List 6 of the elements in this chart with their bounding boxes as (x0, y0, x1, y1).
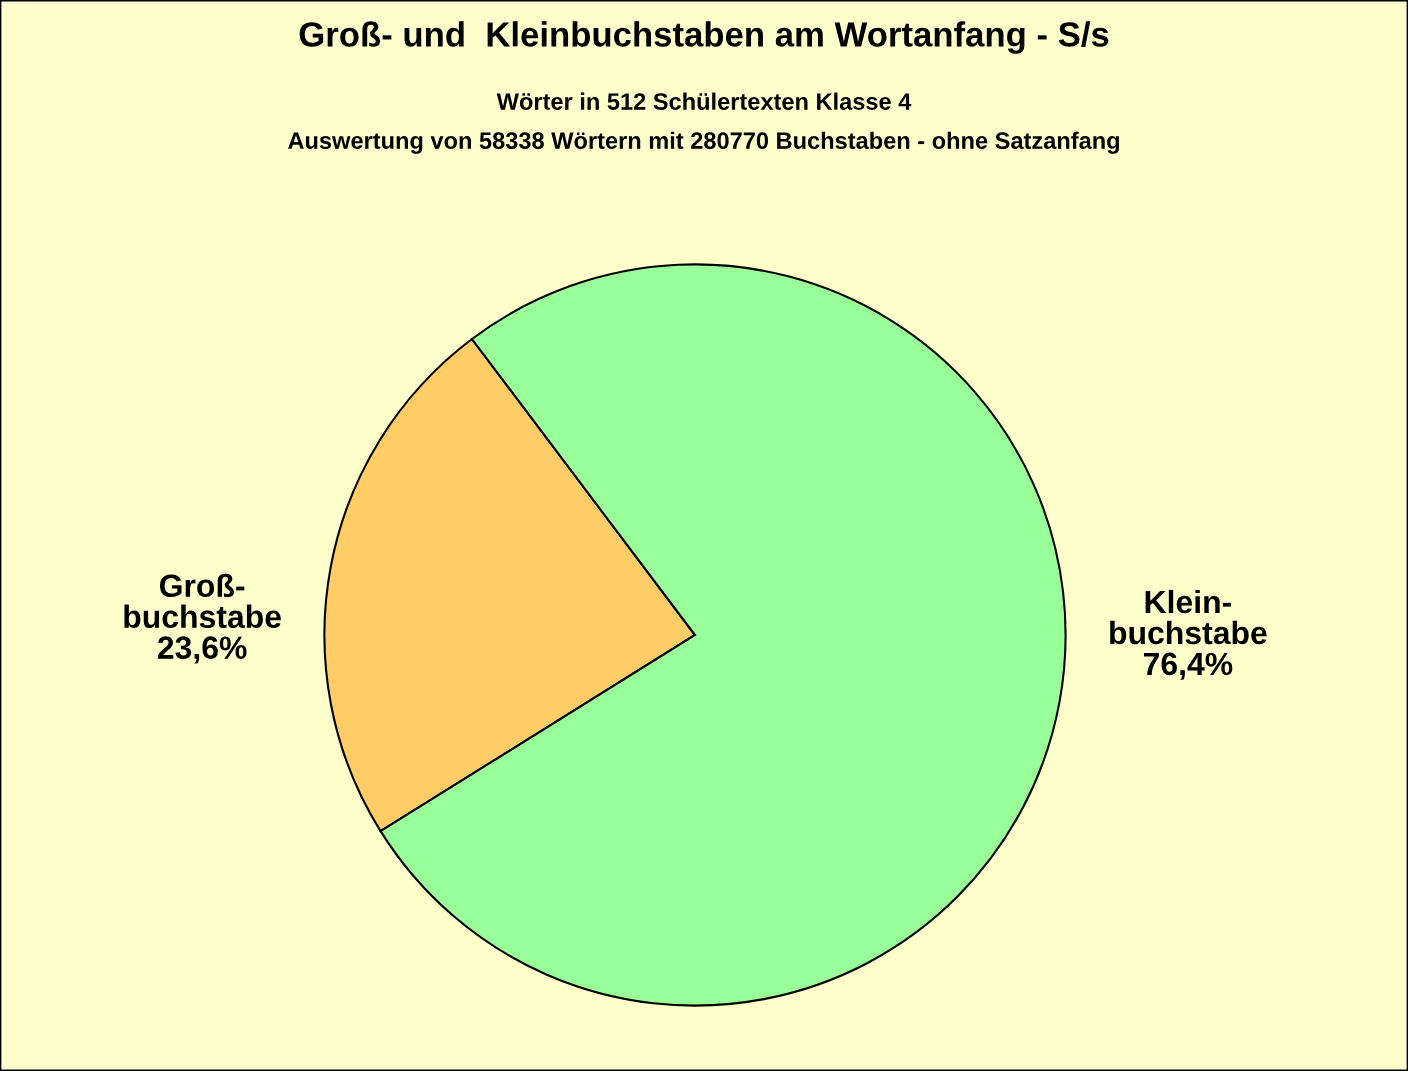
chart-title: Groß- und Kleinbuchstaben am Wortanfang - S/s (299, 21, 1109, 54)
chart-subtitle: Wörter in 512 Schülertexten Klasse 4 Auswertung von 58338 Wörtern mit 280770 Buchstaben - ohne Satzanfang (288, 92, 1120, 154)
slice-label: Groß- buchstabe (124, 573, 281, 629)
data-label: 76,4% (1143, 652, 1233, 680)
slice-label: Klein- buchstabe (1110, 589, 1267, 645)
data-label: 23,6% (157, 636, 247, 664)
